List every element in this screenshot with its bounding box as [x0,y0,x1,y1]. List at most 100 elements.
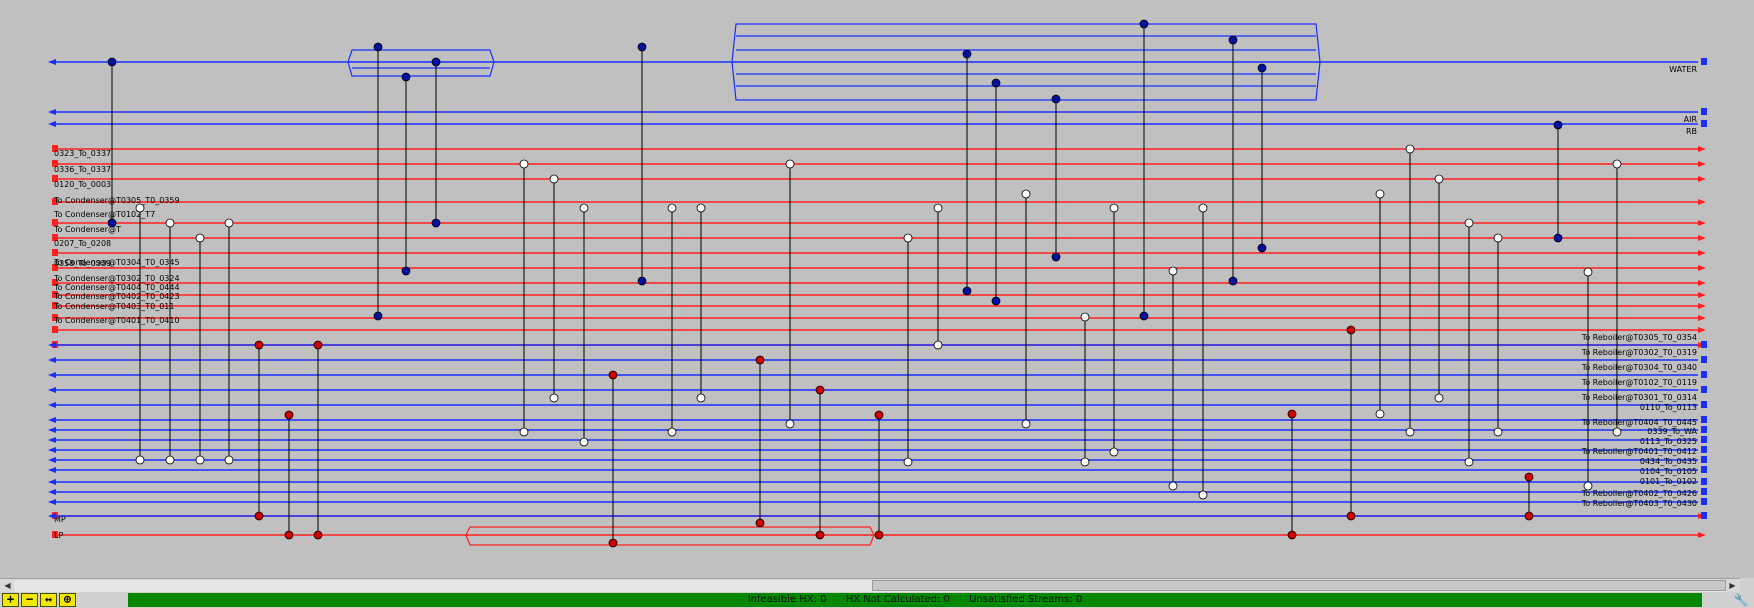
zoom-out-button[interactable]: − [21,593,38,607]
cooler-node [1464,457,1474,467]
heater-node [755,518,765,528]
cooler-node [1198,490,1208,500]
stream-arrow [48,372,56,378]
heat-exchanger-node [1139,311,1149,321]
infeasible-hx-count: Infeasible HX: 0 [747,594,827,605]
heat-exchanger-node [431,57,441,67]
stream-label-left: To Condenser@T [53,225,121,234]
stream-arrow [1698,176,1706,182]
scroll-right-icon[interactable]: ▶ [1729,581,1736,590]
stream-end-marker [1701,58,1707,65]
heat-exchanger-node [431,218,441,228]
heat-exchanger-node [107,57,117,67]
stream-arrow [48,357,56,363]
stream-arrow [1698,292,1706,298]
cooler-node [785,159,795,169]
heater-node [1287,530,1297,540]
cooler-node [165,218,175,228]
stream-arrow [48,437,56,443]
cooler-node [1612,159,1622,169]
status-bar: + − ↔ ⊕ Infeasible HX: 0 HX Not Calculat… [0,592,1754,608]
stream-arrow [48,457,56,463]
stream-end-marker [1701,341,1707,348]
stream-arrow [1698,235,1706,241]
heater-node [815,385,825,395]
stream-label-right: RB [1686,127,1697,136]
stream-end-marker [1701,436,1707,443]
stream-label-right: To Reboiler@T0301_T0_0314 [1581,393,1697,402]
stream-end-marker [1701,456,1707,463]
cooler-node [195,233,205,243]
stream-arrow [48,513,56,519]
stream-arrow [1698,220,1706,226]
cooler-node [1109,447,1119,457]
stream-arrow [48,499,56,505]
cooler-node [1583,481,1593,491]
heater-node [284,410,294,420]
cooler-node [696,393,706,403]
stream-label-left: To Condenser@T0404_T0_0444 [53,283,180,292]
heat-exchanger-node [1257,243,1267,253]
stream-end-marker [1701,108,1707,115]
wrench-icon[interactable]: 🔧 [1733,593,1749,607]
cooler-node [135,455,145,465]
stream-label-left: To Condenser@T0403_T0_011 [53,302,174,311]
heat-exchanger-node [962,49,972,59]
stream-start-marker [52,160,58,167]
stream-arrow [1698,303,1706,309]
scroll-left-icon[interactable]: ◀ [4,581,11,590]
stream-start-marker [52,249,58,256]
stream-start-marker [52,279,58,286]
cooler-node [667,203,677,213]
stream-label-left: LP [54,531,63,540]
stream-start-marker [52,302,58,309]
stream-label-right: 0339_To_WA [1647,427,1697,436]
stream-arrow [48,387,56,393]
cooler-node [1080,457,1090,467]
cooler-node [933,340,943,350]
scroll-thumb[interactable] [872,580,1726,591]
cooler-node [579,437,589,447]
cooler-node [785,419,795,429]
heater-node [1346,325,1356,335]
heat-exchanger-network-grid[interactable]: 0323_To_0337 0336_To_0337 0120_To_0003 To C… [0,0,1754,578]
stream-arrow [1698,327,1706,333]
cooler-node [549,393,559,403]
stream-label-right: 0434_To_0435 [1640,457,1697,466]
cooler-node [1109,203,1119,213]
stream-label-right: 0104_To_0105 [1640,467,1697,476]
stream-label-right: 0113_To_0325 [1640,437,1697,446]
stream-start-marker [52,145,58,152]
grid-diagram-canvas[interactable]: 0323_To_0337 0336_To_0337 0120_To_0003 To C… [0,0,1754,578]
cooler-node [1080,312,1090,322]
heater-node [284,530,294,540]
stream-label-left: To Condenser@T0305_T0_0359 [53,196,180,205]
stream-arrow [48,467,56,473]
stream-end-marker [1701,512,1707,519]
stream-label-left: 0323_To_0337 [54,149,111,158]
zoom-in-button[interactable]: + [2,593,19,607]
heater-node [1524,511,1534,521]
horizontal-scrollbar[interactable]: ◀ ▶ [0,578,1740,593]
cooler-node [1434,174,1444,184]
stream-start-marker [52,219,58,226]
stream-label-left: 0207_To_0208 [54,239,111,248]
cooler-node [1405,427,1415,437]
fit-all-button[interactable]: ⊕ [59,593,76,607]
stream-arrow [1698,315,1706,321]
hx-not-calculated-count: HX Not Calculated: 0 [845,594,950,605]
stream-arrow [48,489,56,495]
stream-label-left: To Condenser@T0302_T0_0324 [53,274,180,283]
fit-width-button[interactable]: ↔ [40,593,57,607]
stream-end-marker [1701,386,1707,393]
stream-arrow [48,121,56,127]
heat-exchanger-node [401,72,411,82]
cooler-node [1198,203,1208,213]
heat-exchanger-node [991,296,1001,306]
cooler-node [519,159,529,169]
heat-exchanger-node [1553,233,1563,243]
cooler-node [1464,218,1474,228]
stream-label-right: To Reboiler@T0404_T0_0445 [1581,418,1697,427]
heat-exchanger-node [1553,120,1563,130]
stream-end-marker [1701,498,1707,505]
